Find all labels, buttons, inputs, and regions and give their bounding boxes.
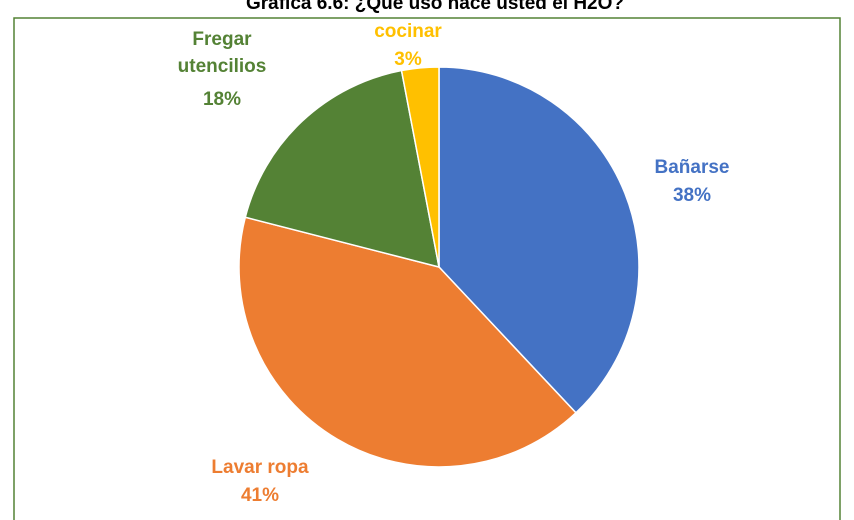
slice-label: Lavar ropa: [211, 457, 309, 478]
slice-value-label: 38%: [672, 185, 712, 206]
slice-value-label: 18%: [202, 89, 242, 110]
slice-value-label: 41%: [240, 485, 280, 506]
slice-label: Bañarse: [654, 157, 730, 178]
slice-label: Fregar utencilios: [177, 29, 267, 77]
chart-title: Gráfica 6.6: ¿Qué uso hace usted el H2O?: [246, 0, 624, 14]
pie-slice: [400, 66, 440, 268]
pie-slice: [238, 216, 577, 468]
pie-slice: [438, 66, 640, 414]
slice-value-label: 3%: [394, 49, 422, 70]
slice-label: cocinar: [374, 21, 442, 42]
pie-slice: [244, 69, 440, 269]
